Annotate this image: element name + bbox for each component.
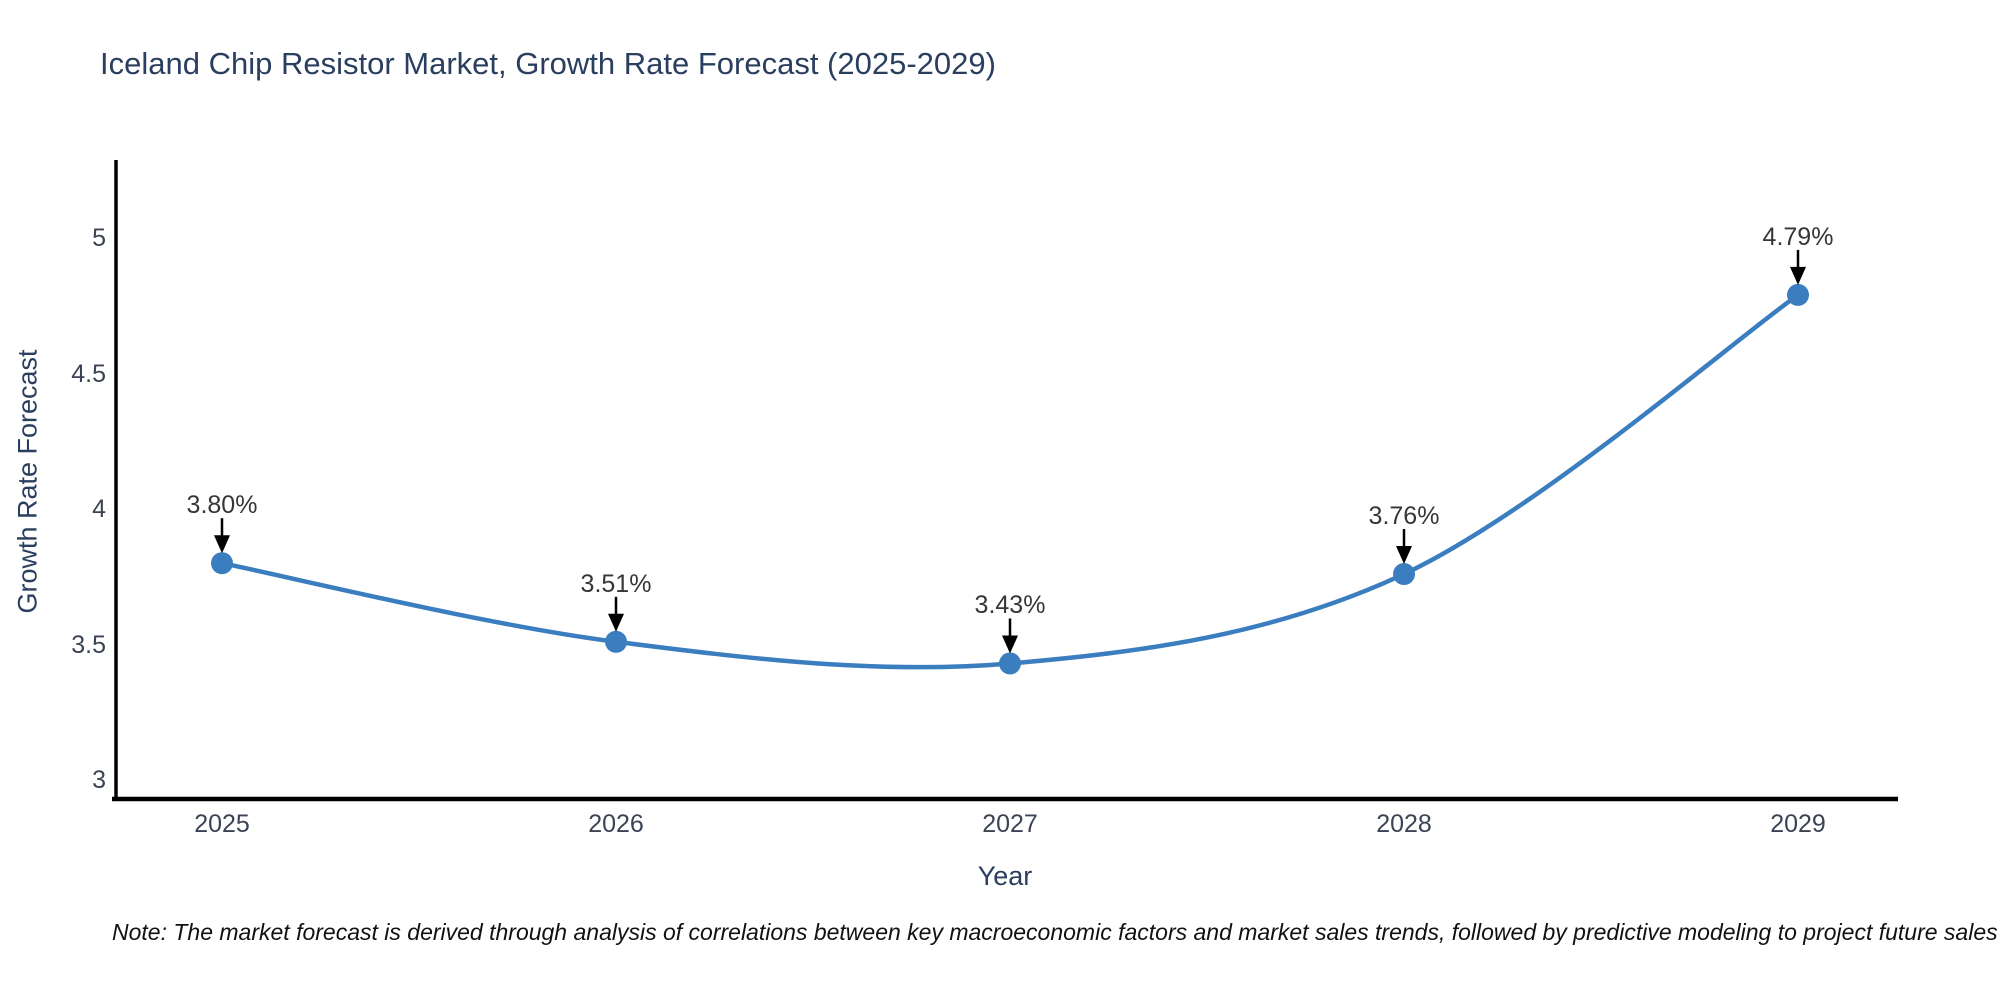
annotation-arrowhead-icon [214,535,230,554]
annotation-arrowhead-icon [1002,635,1018,654]
y-tick-label: 3 [92,766,106,794]
y-tick-label: 4 [92,495,106,523]
data-point-2029[interactable] [1787,283,1809,306]
data-point-label: 3.80% [186,491,258,520]
data-point-label: 3.76% [1368,502,1440,531]
data-point-label: 3.51% [580,569,652,598]
x-tick-label: 2025 [194,810,250,838]
x-tick-label: 2026 [588,810,644,838]
data-point-2025[interactable] [211,552,233,575]
annotation-arrowhead-icon [608,613,624,632]
x-tick-label: 2027 [982,810,1038,838]
x-axis-title: Year [977,861,1033,891]
x-tick-label: 2028 [1376,810,1432,838]
y-tick-label: 3.5 [71,630,106,659]
data-point-2027[interactable] [999,652,1021,675]
data-point-2026[interactable] [605,630,627,653]
x-tick-label: 2029 [1770,810,1826,838]
annotation-arrowhead-icon [1790,266,1806,285]
data-point-label: 3.43% [974,591,1046,620]
chart-title: Iceland Chip Resistor Market, Growth Rat… [100,46,996,81]
data-point-label: 4.79% [1762,222,1834,251]
y-tick-label: 5 [92,224,106,252]
footnote: Note: The market forecast is derived thr… [112,919,1998,945]
annotation-arrowhead-icon [1396,546,1412,565]
data-point-2028[interactable] [1393,563,1415,586]
y-tick-label: 4.5 [71,359,106,388]
